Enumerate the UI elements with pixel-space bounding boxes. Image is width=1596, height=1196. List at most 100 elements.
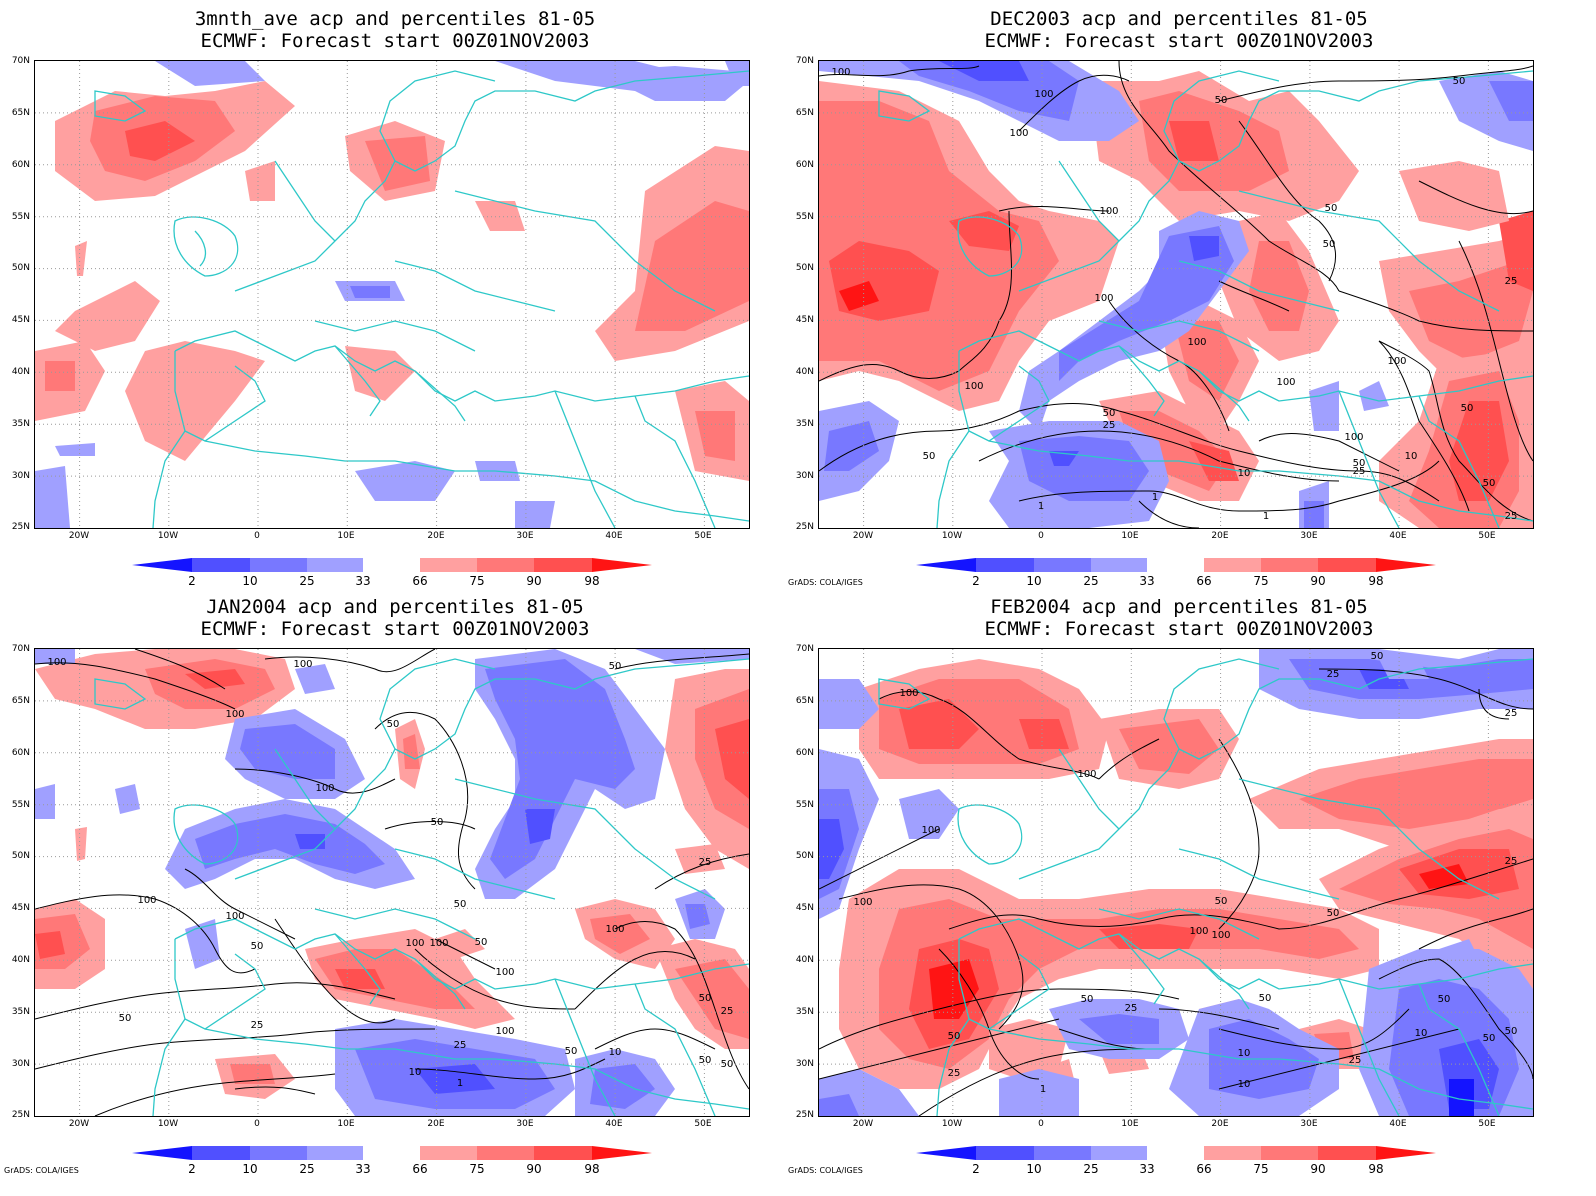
contour-label: 50: [1505, 1026, 1518, 1037]
shading-layer: [819, 649, 1533, 1116]
contour-label: 50: [1103, 408, 1116, 419]
contour-label: 50: [475, 937, 488, 948]
coastline-layer: [878, 70, 1533, 528]
contour-label: 25: [1353, 466, 1366, 477]
lat-tick: 55N: [795, 212, 814, 222]
shading-layer: [819, 61, 1533, 528]
contour-label: 1: [1263, 511, 1269, 522]
contour-label: 50: [1215, 896, 1228, 907]
colorbar-label: 2: [972, 574, 980, 588]
lat-tick: 45N: [11, 903, 30, 913]
contour-label: 100: [293, 659, 312, 670]
grid-layer: [35, 61, 749, 528]
lat-tick: 60N: [795, 748, 814, 758]
contour-label: 25: [1103, 420, 1116, 431]
contour-label: 50: [1483, 1033, 1496, 1044]
map-canvas: 100 100 100 50 50 100 50 100 100 100 50 …: [35, 649, 749, 1116]
contour-label: 100: [1276, 377, 1295, 388]
lon-tick: 0: [254, 1119, 260, 1129]
lat-tick: 45N: [795, 903, 814, 913]
contour-label: 50: [699, 993, 712, 1004]
contour-label: 100: [137, 895, 156, 906]
colorbar-label: 98: [584, 574, 600, 588]
lon-tick: 20W: [68, 531, 90, 541]
lat-tick: 70N: [795, 644, 814, 654]
contour-label: 50: [923, 451, 936, 462]
lat-tick: 25N: [11, 522, 30, 532]
contour-label: 50: [1461, 403, 1474, 414]
contour-label: 50: [1323, 239, 1336, 250]
contour-label: 100: [853, 897, 872, 908]
percentile-colorbar: [916, 1145, 1436, 1164]
contour-label: 1: [1152, 492, 1158, 503]
lat-tick: 40N: [11, 955, 30, 965]
lon-tick: 40E: [605, 1119, 623, 1129]
map-panel-3mnth: 3mnth_ave acp and percentiles 81-05 ECMW…: [0, 0, 790, 598]
map-panel-feb2004: FEB2004 acp and percentiles 81-05 ECMWF:…: [784, 588, 1574, 1186]
lat-tick: 45N: [795, 315, 814, 325]
contour-label: 1: [1038, 501, 1044, 512]
lat-tick: 60N: [11, 160, 30, 170]
contour-label: 50: [1327, 908, 1340, 919]
colorbar-label: 10: [242, 1162, 258, 1176]
contour-layer: [819, 668, 1533, 1116]
lat-tick: 35N: [11, 1007, 30, 1017]
lat-tick: 65N: [11, 696, 30, 706]
contour-label: 50: [948, 1031, 961, 1042]
percentile-map: 50 25 25 100 100 100 25 50 100 100 50 10…: [818, 648, 1534, 1117]
contour-label: 100: [225, 911, 244, 922]
grid-layer: [819, 61, 1533, 528]
panel-title-line1: DEC2003 acp and percentiles 81-05: [990, 8, 1368, 30]
lat-tick: 65N: [11, 108, 30, 118]
grid-layer: [819, 649, 1533, 1116]
colorbar-label: 10: [1026, 1162, 1042, 1176]
grid-layer: [35, 649, 749, 1116]
lat-tick: 25N: [795, 522, 814, 532]
contour-label: 50: [387, 719, 400, 730]
colorbar-label: 75: [469, 574, 485, 588]
lon-tick: 40E: [605, 531, 623, 541]
contour-label: 100: [899, 688, 918, 699]
contour-label: 100: [1094, 293, 1113, 304]
colorbar-label: 25: [1083, 1162, 1099, 1176]
lon-tick: 20W: [852, 1119, 874, 1129]
lon-tick: 10E: [1121, 1119, 1139, 1129]
lon-tick: 10W: [941, 531, 963, 541]
colorbar-label: 33: [1139, 574, 1155, 588]
colorbar-label: 25: [299, 574, 315, 588]
contour-label: 25: [1349, 1055, 1362, 1066]
contour-label: 1: [457, 1078, 463, 1089]
contour-label: 50: [1453, 76, 1466, 87]
contour-label: 100: [1187, 337, 1206, 348]
percentile-colorbar: [132, 557, 652, 576]
lat-tick: 70N: [11, 56, 30, 66]
contour-label: 1: [1040, 1084, 1046, 1095]
colorbar-label: 2: [972, 1162, 980, 1176]
map-canvas: [35, 61, 749, 528]
panel-title-line1: FEB2004 acp and percentiles 81-05: [990, 596, 1368, 618]
contour-label: 100: [921, 825, 940, 836]
map-panel-dec2003: DEC2003 acp and percentiles 81-05 ECMWF:…: [784, 0, 1574, 598]
lat-tick: 65N: [795, 696, 814, 706]
contour-label: 100: [1009, 128, 1028, 139]
contour-label: 25: [1505, 856, 1518, 867]
colorbar-label: 90: [1310, 574, 1326, 588]
contour-label: 10: [1238, 1079, 1251, 1090]
contour-label: 10: [1415, 1028, 1428, 1039]
lat-tick: 55N: [11, 800, 30, 810]
contour-label: 50: [1483, 478, 1496, 489]
lon-tick: 10E: [337, 1119, 355, 1129]
contour-label: 25: [251, 1020, 264, 1031]
lon-tick: 20E: [427, 531, 445, 541]
colorbar-svg: [916, 1146, 1436, 1160]
lon-tick: 10W: [157, 531, 179, 541]
shading-layer: [35, 649, 749, 1116]
contour-label: 100: [605, 924, 624, 935]
map-canvas: 100 100 100 50 100 50 50 50 100 100 100 …: [819, 61, 1533, 528]
lat-tick: 40N: [795, 955, 814, 965]
lat-tick: 35N: [795, 1007, 814, 1017]
lat-tick: 30N: [11, 1059, 30, 1069]
contour-label: 100: [225, 709, 244, 720]
colorbar-label: 66: [412, 574, 428, 588]
contour-label: 25: [1125, 1003, 1138, 1014]
